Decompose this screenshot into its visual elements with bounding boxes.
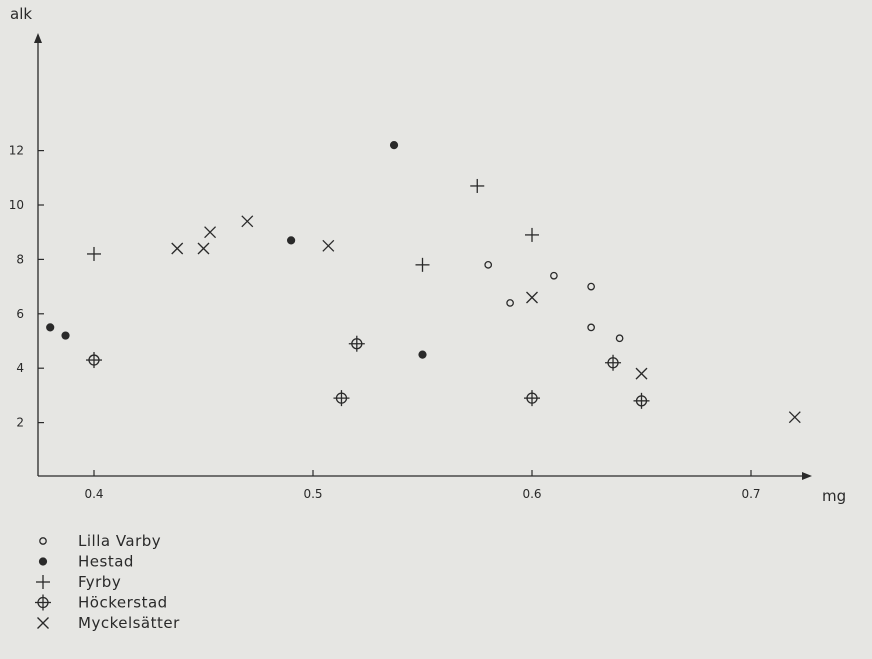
data-point [788, 411, 801, 424]
data-point [635, 367, 648, 380]
x-tick-label: 0.7 [741, 487, 760, 501]
data-point [171, 242, 184, 255]
data-point [389, 141, 399, 150]
data-point [87, 246, 101, 261]
data-point [587, 323, 595, 332]
y-tick-label: 10 [9, 198, 24, 212]
y-axis-label: alk [10, 5, 32, 23]
y-tick-label: 6 [16, 307, 24, 321]
data-point [605, 354, 622, 371]
data-point [322, 239, 335, 252]
data-point [526, 291, 538, 304]
data-point [204, 226, 217, 239]
data-point [46, 323, 55, 332]
y-tick-label: 12 [9, 144, 24, 158]
data-point [415, 257, 430, 272]
legend-label: Höckerstad [78, 594, 168, 612]
legend-item: Lilla Varby [39, 532, 161, 550]
data-point [61, 331, 70, 340]
y-tick-label: 8 [16, 252, 24, 266]
data-point [587, 282, 595, 291]
legend-marker [37, 617, 49, 629]
data-point [333, 390, 350, 407]
y-tick-label: 2 [16, 416, 24, 430]
legend-item: Myckelsätter [37, 614, 180, 632]
y-tick-label: 4 [16, 361, 24, 375]
legend-marker [39, 537, 47, 545]
data-point [524, 390, 540, 407]
legend-item: Höckerstad [35, 594, 168, 612]
legend-label: Fyrby [78, 573, 121, 591]
x-tick-label: 0.4 [84, 487, 103, 501]
data-point [484, 260, 493, 269]
axes: mg alk [10, 5, 846, 505]
x-axis-arrow [802, 472, 812, 480]
x-axis-label: mg [822, 487, 846, 505]
data-point [197, 242, 210, 255]
legend-label: Hestad [78, 553, 134, 571]
data-point [525, 227, 539, 242]
data-point [615, 334, 624, 343]
legend-marker [38, 557, 48, 566]
data-point [506, 299, 514, 307]
legend-marker [36, 575, 50, 589]
legend-item: Hestad [38, 553, 134, 571]
data-points [46, 141, 801, 424]
x-tick-label: 0.5 [303, 487, 322, 501]
data-point [470, 178, 485, 193]
data-point [348, 335, 365, 352]
legend-label: Myckelsätter [78, 614, 180, 632]
x-tick-label: 0.6 [522, 487, 541, 501]
legend: Lilla Varby Hestad Fyrby Höckerstad Myckelsä… [35, 532, 180, 632]
data-point [241, 215, 254, 228]
data-point [287, 236, 296, 245]
data-point [86, 352, 102, 369]
tick-marks: 0.4 0.5 0.6 0.7 2 4 6 8 10 12 [9, 144, 761, 501]
legend-item: Fyrby [36, 573, 121, 591]
legend-marker [35, 594, 51, 611]
data-point [550, 271, 558, 280]
y-axis-arrow [34, 33, 42, 43]
legend-label: Lilla Varby [78, 532, 161, 550]
data-point [418, 350, 427, 359]
data-point [633, 392, 650, 409]
